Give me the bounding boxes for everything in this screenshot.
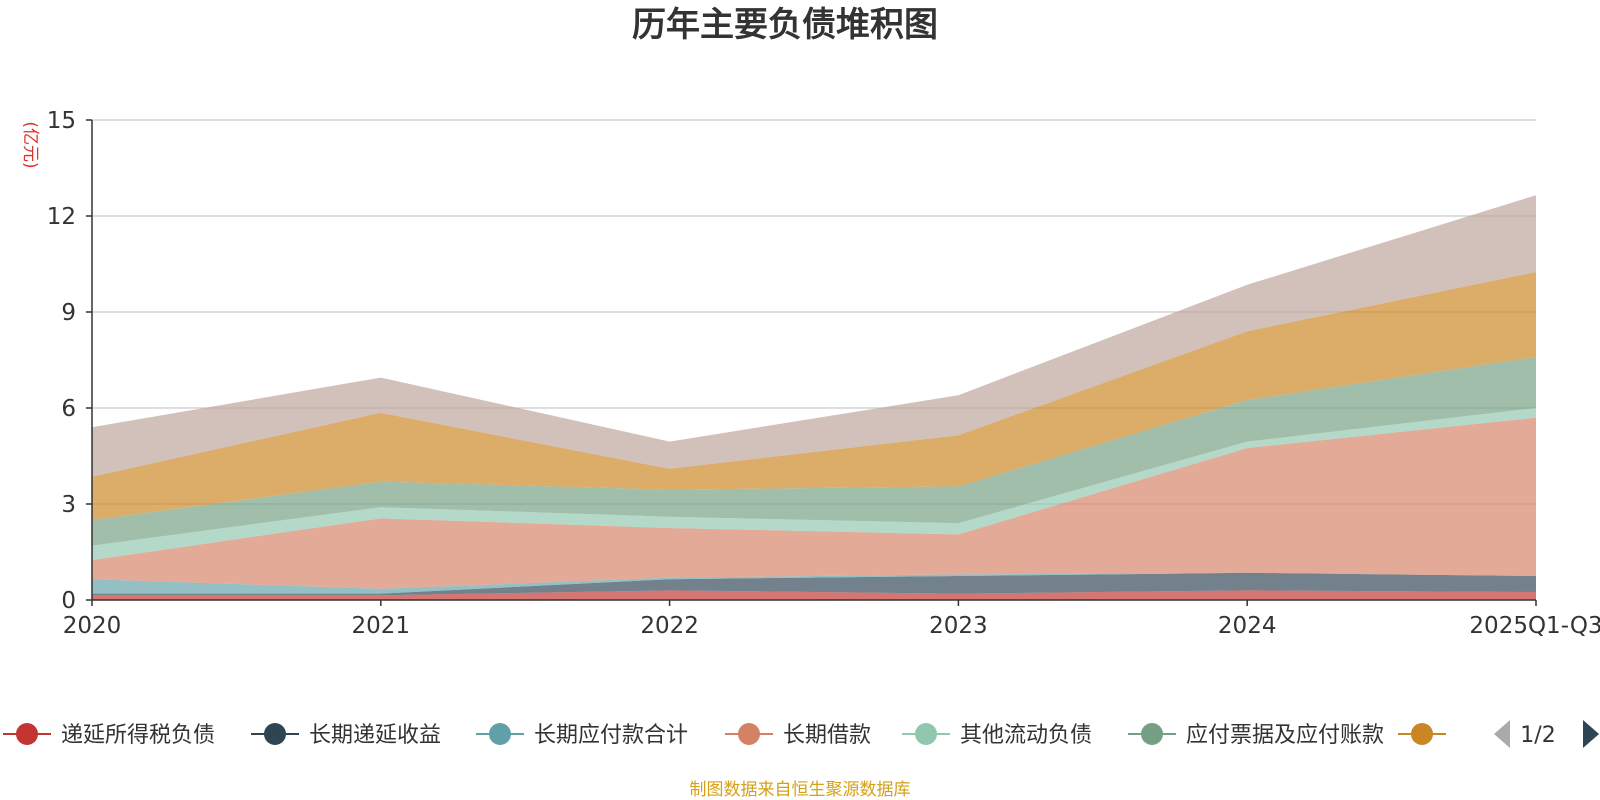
y-tick-labels: 0 3 6 9 12 15 xyxy=(47,108,76,614)
y-tick-label: 6 xyxy=(61,396,76,422)
x-tick-label: 2022 xyxy=(640,613,699,639)
area-series-2 xyxy=(92,572,1536,596)
area-series-7 xyxy=(92,272,1536,520)
area-series-6 xyxy=(92,356,1536,546)
legend-label: 应付票据及应付账款 xyxy=(1186,723,1384,748)
y-tick-label: 9 xyxy=(61,300,76,326)
legend-marker xyxy=(738,723,760,745)
area-series-4 xyxy=(92,417,1536,589)
legend-marker xyxy=(264,723,286,745)
x-tick-label: 2020 xyxy=(63,613,122,639)
x-tick-label: 2024 xyxy=(1218,613,1277,639)
legend-pager[interactable]: 1/2 xyxy=(1494,720,1599,748)
legend-next-icon[interactable] xyxy=(1583,720,1599,748)
area-series-5 xyxy=(92,408,1536,560)
x-tick-label: 2025Q1-Q3 xyxy=(1469,613,1600,639)
y-tick-label: 12 xyxy=(47,204,76,230)
legend-label: 长期递延收益 xyxy=(309,723,441,748)
chart-title: 历年主要负债堆积图 xyxy=(632,5,938,45)
area-series-1 xyxy=(92,590,1536,600)
x-tick-label: 2023 xyxy=(929,613,988,639)
x-tick-labels: 2020 2021 2022 2023 2024 2025Q1-Q3 xyxy=(63,613,1600,639)
legend-marker xyxy=(489,723,511,745)
legend-prev-icon[interactable] xyxy=(1494,720,1510,748)
stacked-areas xyxy=(92,195,1536,600)
area-series-3 xyxy=(92,572,1536,594)
legend[interactable]: 递延所得税负债 长期递延收益 长期应付款合计 长期借款 其他流动负债 应付票据及应付账款 xyxy=(3,723,1446,748)
source-note: 制图数据来自恒生聚源数据库 xyxy=(690,780,911,800)
y-tick-label: 15 xyxy=(47,108,76,134)
y-tick-label: 3 xyxy=(61,492,76,518)
x-tick-label: 2021 xyxy=(352,613,411,639)
legend-label: 长期借款 xyxy=(783,723,871,748)
legend-page-indicator: 1/2 xyxy=(1520,723,1555,748)
legend-label: 递延所得税负债 xyxy=(61,723,215,748)
y-axis-label: (亿元) xyxy=(20,121,40,168)
axes xyxy=(86,119,1537,606)
legend-label: 其他流动负债 xyxy=(960,723,1092,748)
legend-marker xyxy=(1411,723,1433,745)
legend-label: 长期应付款合计 xyxy=(534,723,688,748)
legend-marker xyxy=(915,723,937,745)
area-series-8 xyxy=(92,195,1536,477)
y-tick-label: 0 xyxy=(61,588,76,614)
legend-marker xyxy=(1141,723,1163,745)
legend-marker xyxy=(16,723,38,745)
